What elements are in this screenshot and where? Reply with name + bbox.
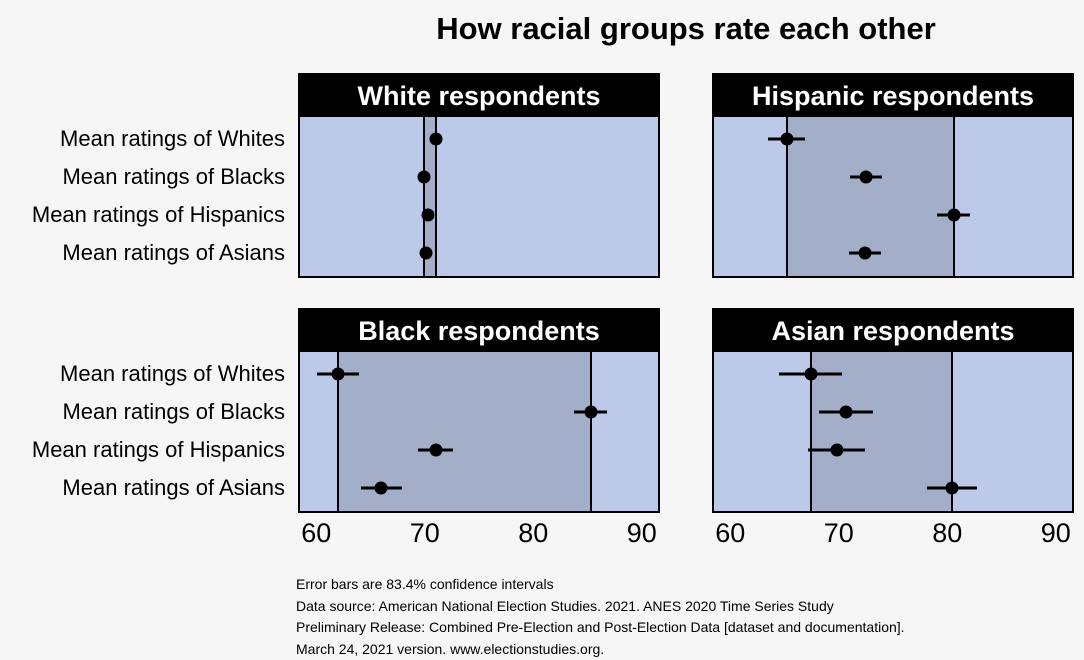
mean-dot [858,246,872,260]
footnotes: Error bars are 83.4% confidence interval… [296,574,905,660]
footnote-line: March 24, 2021 version. www.electionstud… [296,640,605,657]
panel-hispanic-respondents: Hispanic respondents [712,73,1074,278]
row-label: Mean ratings of Blacks [62,163,285,189]
row-labels-top: Mean ratings of Whites Mean ratings of Bl… [0,117,291,276]
reference-line [785,117,788,276]
row-label: Mean ratings of Whites [60,125,285,151]
x-tick-label: 70 [409,518,440,548]
mean-range-band [423,117,436,276]
x-tick-label: 80 [932,518,963,548]
row-label: Mean ratings of Hispanics [31,437,285,463]
mean-dot [839,405,853,419]
x-axis-right: 60 70 80 90 [714,518,1072,552]
mean-dot [421,208,435,222]
mean-range-band [810,352,952,511]
panel-plot-hispanic [714,117,1072,276]
mean-dot [429,443,443,457]
panel-title-white: White respondents [300,75,658,117]
panel-white-respondents: White respondents [298,73,660,278]
panel-black-respondents: Black respondents [298,308,660,513]
mean-dot [859,170,873,184]
x-tick-label: 90 [626,518,657,548]
mean-dot [830,443,844,457]
panel-asian-respondents: Asian respondents [712,308,1074,513]
mean-dot [429,132,443,146]
reference-line [952,117,955,276]
x-tick-label: 70 [823,518,854,548]
footnote-line: Data source: American National Election … [296,597,834,614]
row-label: Mean ratings of Blacks [62,398,285,424]
reference-line [336,352,339,511]
footnote-line: Preliminary Release: Combined Pre-Electi… [296,619,905,635]
mean-dot [419,246,433,260]
row-labels-bottom: Mean ratings of Whites Mean ratings of Bl… [0,352,291,511]
mean-dot [947,208,961,222]
panel-plot-white [300,117,658,276]
reference-line [589,352,592,511]
panel-plot-black [300,352,658,511]
row-label: Mean ratings of Asians [62,240,285,266]
x-axis-left: 60 70 80 90 [300,518,658,552]
x-tick-label: 80 [518,518,549,548]
panel-plot-asian [714,352,1072,511]
reference-line [950,352,953,511]
panel-title-black: Black respondents [300,310,658,352]
panel-title-hispanic: Hispanic respondents [714,75,1072,117]
panel-title-asian: Asian respondents [714,310,1072,352]
reference-line [809,352,812,511]
mean-dot [780,132,794,146]
footnote-line: Error bars are 83.4% confidence interval… [296,576,554,592]
mean-dot [331,367,345,381]
x-tick-label: 90 [1040,518,1071,548]
row-label: Mean ratings of Asians [62,475,285,501]
row-label: Mean ratings of Hispanics [31,202,285,228]
row-label: Mean ratings of Whites [60,360,285,386]
mean-dot [804,367,818,381]
mean-dot [374,481,388,495]
chart-title: How racial groups rate each other [436,11,936,46]
reference-line [422,117,425,276]
x-tick-label: 60 [301,518,332,548]
mean-dot [584,405,598,419]
x-tick-label: 60 [715,518,746,548]
mean-dot [417,170,431,184]
mean-dot [945,481,959,495]
reference-line [434,117,437,276]
